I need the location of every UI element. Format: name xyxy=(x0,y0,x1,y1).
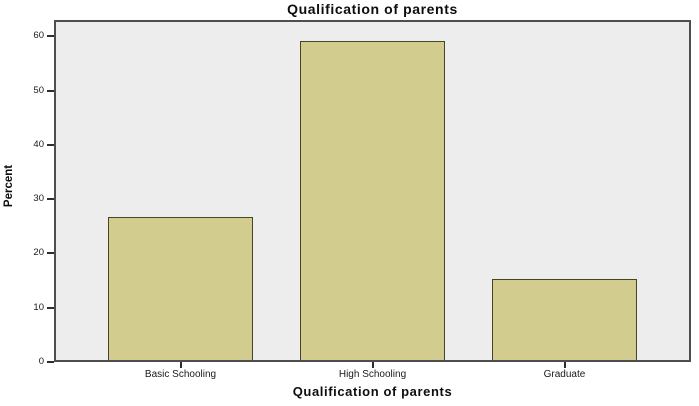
plot-area xyxy=(54,20,691,362)
y-axis-tick xyxy=(47,143,54,146)
bar-basic-schooling xyxy=(108,217,253,360)
y-axis-title: Percent xyxy=(3,164,15,208)
y-axis-tick xyxy=(47,306,54,309)
chart-title: Qualification of parents xyxy=(287,1,458,17)
y-tick-label: 40 xyxy=(33,138,44,150)
x-tick-label-high-schooling: High Schooling xyxy=(338,369,407,380)
x-tick-label-graduate: Graduate xyxy=(543,369,586,380)
x-axis-tick xyxy=(563,362,566,368)
y-tick-label: 10 xyxy=(33,301,44,313)
y-tick-label: 30 xyxy=(33,193,44,205)
x-axis-tick xyxy=(371,362,374,368)
y-axis-tick xyxy=(47,89,54,92)
y-tick-label: 0 xyxy=(38,356,44,367)
y-tick-label: 60 xyxy=(33,30,44,42)
x-axis-title: Qualification of parents xyxy=(292,384,453,399)
bar-high-schooling xyxy=(300,40,445,360)
x-tick-label-basic-schooling: Basic Schooling xyxy=(144,369,217,380)
y-axis-tick xyxy=(47,361,54,363)
bar-graduate xyxy=(492,278,637,360)
y-tick-label: 50 xyxy=(33,84,44,96)
y-axis-tick xyxy=(47,198,54,201)
y-axis-tick xyxy=(47,35,54,38)
y-axis-tick xyxy=(47,252,54,255)
y-tick-label: 20 xyxy=(33,247,44,259)
x-axis-tick xyxy=(179,362,182,368)
